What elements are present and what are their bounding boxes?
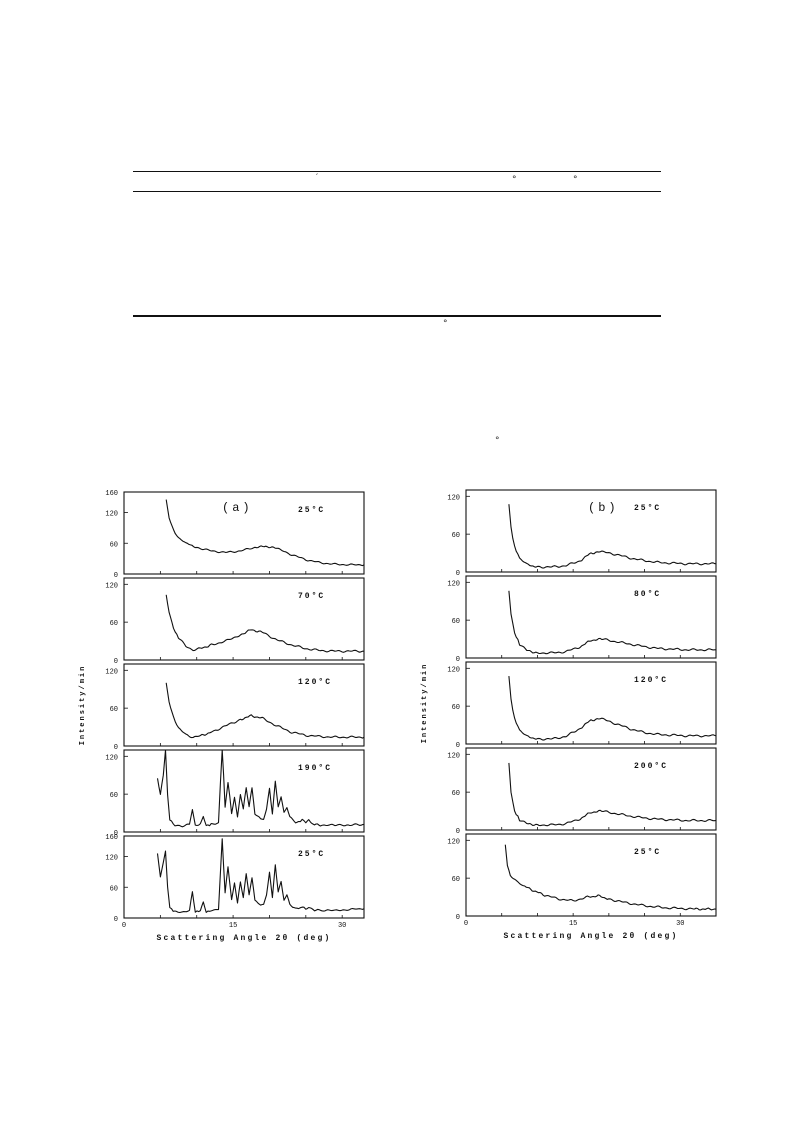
x-tick-label: 0 [464,920,468,928]
y-tick-label: 120 [447,752,460,760]
temperature-label: 120°C [298,678,332,687]
panel-frame [123,663,365,747]
y-tick-label: 120 [105,855,118,863]
panel-5: 0 60 120 160 25°C [105,834,365,924]
series-line [156,838,365,914]
x-tick-label: 15 [229,922,237,930]
y-tick-label: 0 [114,744,118,752]
panel-1: 0 60 120 25°C [447,489,717,578]
series-line [156,749,365,828]
y-tick-label: 120 [447,838,460,846]
temperature-label: 25°C [634,504,661,513]
y-tick-label: 60 [110,706,118,714]
y-tick-label: 0 [114,830,118,838]
figure-a: 0 60 120 160 25°C 0 60 120 70°C 0 60 120 120°C 0 60 120… [79,490,365,943]
x-axis-label: Scattering Angle 2θ (deg) [503,932,678,941]
y-tick-label: 0 [456,914,460,922]
y-tick-label: 60 [452,876,460,884]
y-tick-label: 120 [105,668,118,676]
x-tick-label: 30 [338,922,346,930]
y-tick-label: 0 [456,742,460,750]
series-line [165,682,365,739]
table-header-mark-3: ° [573,175,578,185]
panel-4: 0 60 120 190°C [105,749,365,838]
panel-frame [465,575,717,659]
figure-b: 0 60 120 25°C 0 60 120 80°C 0 60 120 120°C 0 60 120 200… [421,489,717,941]
panel-2: 0 60 120 70°C [105,577,365,666]
body-text-mark: ° [495,436,500,446]
y-tick-label: 60 [110,541,118,549]
temperature-label: 70°C [298,592,325,601]
temperature-label: 25°C [298,506,325,515]
panel-frame [465,833,717,917]
series-line [165,594,364,653]
y-tick-label: 0 [456,570,460,578]
panel-4: 0 60 120 200°C [447,747,717,836]
panel-2: 0 60 120 80°C [447,575,717,664]
figure-label: (a) [222,501,253,515]
y-tick-label: 60 [452,790,460,798]
panel-5: 0 60 120 25°C [447,833,717,922]
y-axis-label: Intensity/min [79,665,87,746]
temperature-label: 200°C [634,762,668,771]
y-tick-label: 60 [110,885,118,893]
y-tick-label: 0 [114,916,118,924]
panel-frame [123,749,365,833]
y-tick-label: 160 [105,490,118,498]
y-tick-label: 120 [105,754,118,762]
y-tick-label: 0 [456,656,460,664]
figure-label: (b) [588,501,619,515]
x-tick-label: 0 [122,922,126,930]
y-tick-label: 0 [114,658,118,666]
panel-frame [123,577,365,661]
series-line [508,504,717,569]
y-tick-label: 0 [456,828,460,836]
temperature-label: 190°C [298,764,332,773]
table-top-rule [133,171,661,172]
series-line [508,676,717,741]
panel-frame [465,747,717,831]
y-tick-label: 60 [110,792,118,800]
panel-frame [465,661,717,745]
y-tick-label: 60 [452,618,460,626]
y-tick-label: 120 [105,511,118,519]
series-line [165,499,365,567]
x-tick-label: 15 [569,920,577,928]
panel-3: 0 60 120 120°C [105,663,365,752]
y-tick-label: 120 [447,666,460,674]
y-tick-label: 120 [447,580,460,588]
panel-frame [123,491,365,575]
panel-frame [123,835,365,919]
y-tick-label: 60 [110,620,118,628]
x-tick-label: 30 [676,920,684,928]
y-tick-label: 160 [105,834,118,842]
y-tick-label: 120 [105,582,118,590]
temperature-label: 120°C [634,676,668,685]
temperature-label: 25°C [634,848,661,857]
table-bottom-rule [133,315,661,317]
y-tick-label: 0 [114,572,118,580]
y-tick-label: 60 [452,532,460,540]
y-tick-label: 120 [447,494,460,502]
y-axis-label: Intensity/min [421,663,429,744]
series-line [508,762,717,827]
table-header-mark-1: ′ [316,173,319,183]
temperature-label: 80°C [634,590,661,599]
series-line [504,844,717,911]
table-header-rule [133,191,661,192]
panel-3: 0 60 120 120°C [447,661,717,750]
table-header-mark-2: ° [512,175,517,185]
temperature-label: 25°C [298,850,325,859]
table-footer-mark: ° [443,319,448,329]
x-axis-label: Scattering Angle 2θ (deg) [156,934,331,943]
series-line [508,590,716,655]
y-tick-label: 60 [452,704,460,712]
panel-1: 0 60 120 160 25°C [105,490,365,580]
panel-frame [465,489,717,573]
